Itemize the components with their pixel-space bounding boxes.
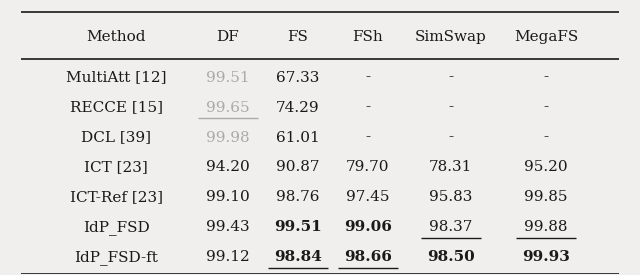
Text: 99.65: 99.65 [206,101,250,115]
Text: RECCE [15]: RECCE [15] [70,101,163,115]
Text: 61.01: 61.01 [276,131,319,144]
Text: ICT [23]: ICT [23] [84,160,148,174]
Text: 99.10: 99.10 [205,190,250,204]
Text: 99.51: 99.51 [274,220,321,234]
Text: IdP_FSD: IdP_FSD [83,220,150,235]
Text: 90.87: 90.87 [276,160,319,174]
Text: DF: DF [216,30,239,44]
Text: 67.33: 67.33 [276,71,319,85]
Text: 79.70: 79.70 [346,160,390,174]
Text: FS: FS [287,30,308,44]
Text: 99.85: 99.85 [524,190,568,204]
Text: 97.45: 97.45 [346,190,390,204]
Text: -: - [448,71,453,85]
Text: 78.31: 78.31 [429,160,472,174]
Text: 99.88: 99.88 [524,220,568,234]
Text: FSh: FSh [353,30,383,44]
Text: 99.98: 99.98 [206,131,250,144]
Text: 98.84: 98.84 [274,250,322,264]
Text: -: - [365,131,371,144]
Text: -: - [543,71,548,85]
Text: 95.83: 95.83 [429,190,472,204]
Text: -: - [543,131,548,144]
Text: 98.76: 98.76 [276,190,319,204]
Text: Method: Method [86,30,146,44]
Text: 98.66: 98.66 [344,250,392,264]
Text: 99.43: 99.43 [206,220,250,234]
Text: 98.37: 98.37 [429,220,472,234]
Text: 99.93: 99.93 [522,250,570,264]
Text: 94.20: 94.20 [205,160,250,174]
Text: -: - [543,101,548,115]
Text: 95.20: 95.20 [524,160,568,174]
Text: 99.51: 99.51 [206,71,250,85]
Text: 98.50: 98.50 [427,250,474,264]
Text: MegaFS: MegaFS [514,30,579,44]
Text: MultiAtt [12]: MultiAtt [12] [66,71,166,85]
Text: -: - [448,131,453,144]
Text: DCL [39]: DCL [39] [81,131,151,144]
Text: SimSwap: SimSwap [415,30,486,44]
Text: -: - [448,101,453,115]
Text: 99.12: 99.12 [205,250,250,264]
Text: -: - [365,71,371,85]
Text: ICT-Ref [23]: ICT-Ref [23] [70,190,163,204]
Text: IdP_FSD-ft: IdP_FSD-ft [74,250,158,265]
Text: -: - [365,101,371,115]
Text: 99.06: 99.06 [344,220,392,234]
Text: 74.29: 74.29 [276,101,319,115]
